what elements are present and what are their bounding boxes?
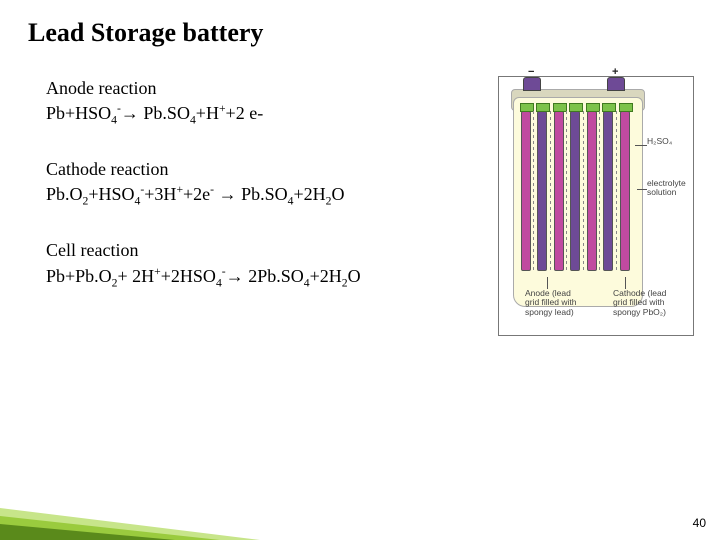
cell-equation: Pb+Pb.O2+ 2H++2HSO4-→ 2Pb.SO4+2H2O [46,264,498,292]
plate-anode [554,111,564,271]
separator [566,111,567,271]
slide: Lead Storage battery Anode reaction Pb+H… [0,0,720,540]
terminal-negative-sign: − [528,66,534,78]
plate-cathode [537,111,547,271]
plate-cathode [603,111,613,271]
diagram-column: − + H₂SO₄ [498,76,696,336]
reactions-column: Anode reaction Pb+HSO4-→ Pb.SO4+H++2 e- … [28,76,498,319]
plate-anode [521,111,531,271]
plate-cathode [570,111,580,271]
leader-line [637,189,647,190]
terminal-negative: − [523,77,541,91]
terminal-positive-sign: + [612,66,618,78]
cathode-equation: Pb.O2+HSO4-+3H++2e- → Pb.SO4+2H2O [46,182,498,210]
separator [599,111,600,271]
page-number: 40 [693,516,706,530]
separator [616,111,617,271]
anode-label: Anode reaction [46,76,498,101]
anode-reaction: Anode reaction Pb+HSO4-→ Pb.SO4+H++2 e- [46,76,498,129]
anode-diagram-label: Anode (lead grid filled with spongy lead… [525,289,587,317]
anode-equation: Pb+HSO4-→ Pb.SO4+H++2 e- [46,101,498,129]
corner-accent [0,460,260,540]
cathode-reaction: Cathode reaction Pb.O2+HSO4-+3H++2e- → P… [46,157,498,210]
cell-reaction: Cell reaction Pb+Pb.O2+ 2H++2HSO4-→ 2Pb.… [46,238,498,291]
electrolyte-label: H₂SO₄ [647,137,691,146]
content-row: Anode reaction Pb+HSO4-→ Pb.SO4+H++2 e- … [28,76,696,336]
cathode-label: Cathode reaction [46,157,498,182]
separator [550,111,551,271]
separator [533,111,534,271]
leader-line [635,145,647,146]
page-title: Lead Storage battery [28,18,696,48]
plate-anode [620,111,630,271]
cell-label: Cell reaction [46,238,498,263]
battery-diagram: − + H₂SO₄ [498,76,694,336]
electrolyte-label-2: electrolyte solution [647,179,691,198]
separator [583,111,584,271]
cathode-diagram-label: Cathode (lead grid filled with spongy Pb… [613,289,685,317]
plate-anode [587,111,597,271]
terminal-positive: + [607,77,625,91]
